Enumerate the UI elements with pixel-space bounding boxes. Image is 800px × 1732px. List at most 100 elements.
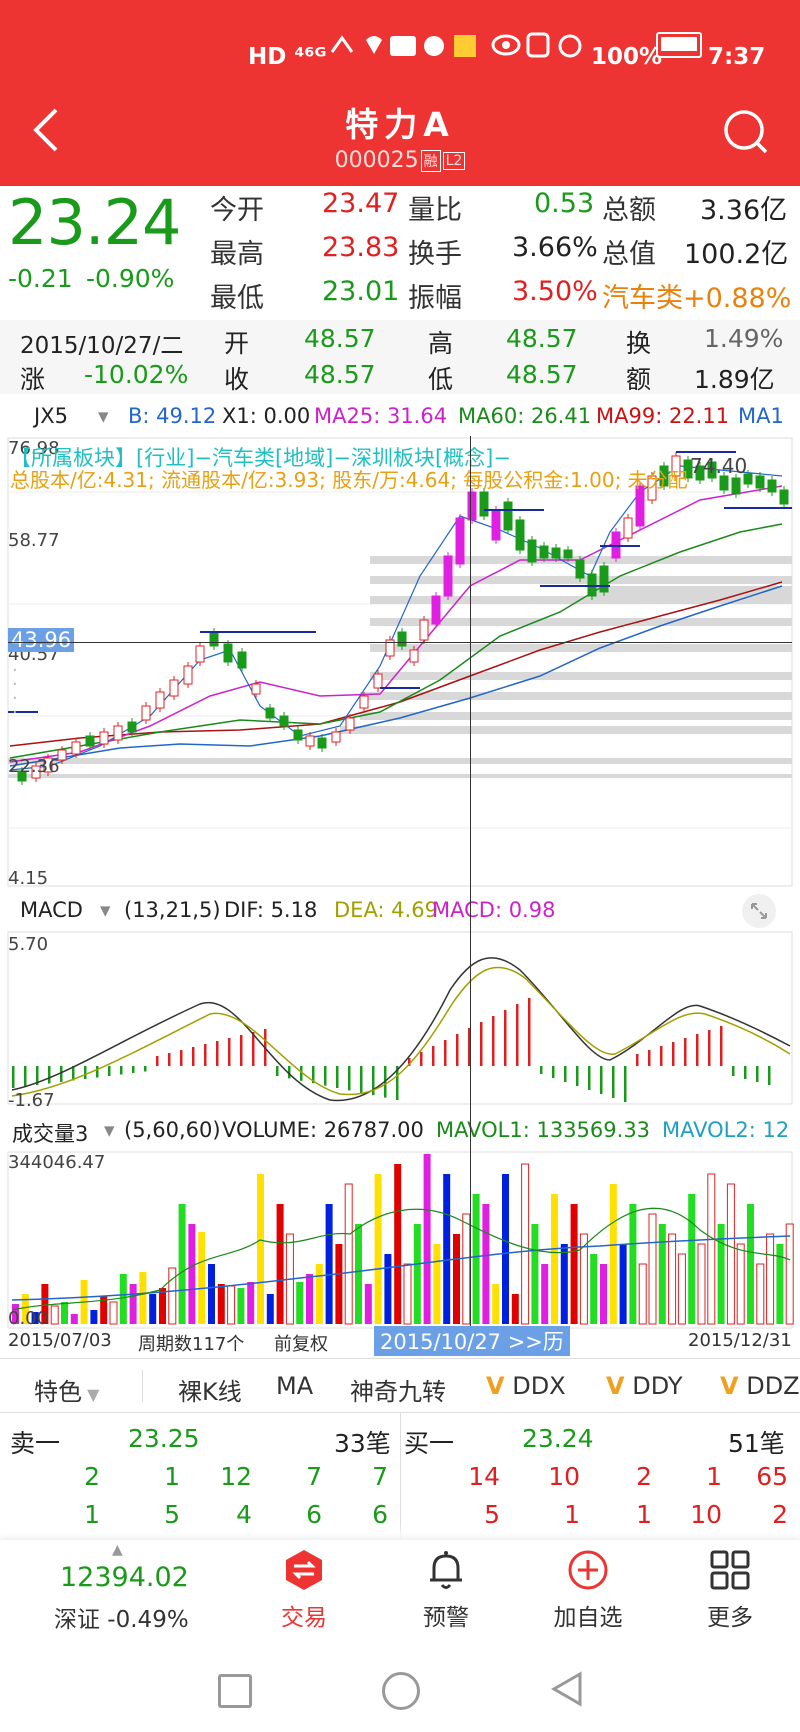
macd-bar-negative (12, 1066, 15, 1088)
macd-bar-positive (432, 1046, 435, 1066)
vip-icon: V (606, 1372, 625, 1400)
back-arrow-icon[interactable] (26, 104, 66, 156)
volume-bar (355, 1224, 362, 1324)
volume-name[interactable]: 成交量3 (12, 1122, 89, 1146)
candle-body (71, 741, 81, 755)
tab-ma[interactable]: MA (276, 1372, 314, 1400)
cursor-date[interactable]: 2015/10/27 >>历 (374, 1326, 570, 1356)
day-amt: 1.89亿 (694, 365, 775, 394)
ma-line-green (9, 523, 783, 759)
kline-indicator[interactable]: JX5 (34, 404, 68, 428)
recents-square-icon[interactable] (218, 1674, 252, 1708)
chevron-down-icon[interactable]: ▾ (104, 1118, 115, 1142)
macd-bar-negative (564, 1066, 567, 1082)
ratio-label: 量比 (408, 195, 462, 226)
search-icon[interactable] (722, 108, 770, 156)
macd-chart[interactable] (0, 930, 800, 1106)
volume-bar (208, 1264, 215, 1324)
volume-bar (129, 1284, 137, 1324)
sell-volume: 7 (372, 1462, 388, 1491)
add-circle-icon[interactable] (566, 1548, 610, 1592)
volume-bar (688, 1194, 696, 1324)
volume-bar (70, 1314, 78, 1324)
support-band (8, 758, 792, 764)
adjust-mode[interactable]: 前复权 (274, 1334, 328, 1355)
support-band (340, 726, 792, 734)
tab-ddx[interactable]: V DDX (486, 1372, 566, 1400)
candle-body (671, 455, 681, 477)
candle-body (155, 691, 165, 709)
macd-bar-negative (276, 1066, 279, 1076)
grid-icon[interactable] (708, 1548, 752, 1592)
chevron-down-icon[interactable]: ▾ (98, 404, 109, 428)
mavol1: MAVOL1: 133569.33 (436, 1118, 651, 1142)
sector-change[interactable]: 汽车类+0.88% (602, 283, 792, 314)
nav-alert[interactable]: 预警 (423, 1605, 469, 1631)
volume-bar (12, 1304, 19, 1324)
nav-watchlist[interactable]: 加自选 (553, 1605, 623, 1631)
sell1-price: 23.25 (128, 1424, 200, 1453)
index-value[interactable]: 12394.02 (60, 1562, 189, 1593)
nav-more[interactable]: 更多 (707, 1605, 753, 1631)
macd-name[interactable]: MACD (20, 898, 83, 922)
macd-bar-negative (624, 1066, 627, 1102)
volume-chart[interactable] (0, 1150, 800, 1330)
volume-bar (726, 1183, 735, 1325)
bell-icon[interactable] (424, 1548, 468, 1592)
sell-volume: 5 (164, 1500, 180, 1529)
candle-body (599, 565, 609, 593)
macd-bar-negative (372, 1066, 375, 1096)
candle-body (345, 717, 355, 731)
candle-body (31, 765, 41, 779)
macd-bar-positive (204, 1044, 207, 1066)
macd-bar-negative (96, 1066, 99, 1078)
tab-ddy[interactable]: V DDY (606, 1372, 683, 1400)
volume-bar (325, 1204, 333, 1324)
volume-bar (531, 1224, 539, 1324)
buy1-count: 51笔 (728, 1429, 785, 1458)
sell-volume: 6 (372, 1500, 388, 1529)
back-triangle-icon[interactable] (548, 1670, 584, 1708)
current-price: 23.24 (8, 186, 181, 259)
support-band (360, 712, 792, 720)
home-circle-icon[interactable] (382, 1672, 420, 1710)
nav-trade[interactable]: 交易 (281, 1605, 327, 1631)
tab-featured[interactable]: 特色 ▼ (34, 1372, 99, 1407)
tab-magic-nine[interactable]: 神奇九转 (350, 1378, 446, 1406)
drag-handle-icon[interactable]: · · · · (12, 660, 18, 723)
sell1-label: 卖一 (10, 1429, 61, 1458)
candle-body (113, 725, 123, 741)
macd-bar-positive (516, 1004, 519, 1066)
volume-bar (266, 1294, 274, 1324)
kline-peak-label: 74.40 (690, 454, 748, 478)
sell-volume: 2 (84, 1462, 100, 1491)
legend-x1: X1: 0.00 (222, 404, 311, 428)
expand-icon[interactable] (742, 894, 776, 928)
battery-icon (656, 32, 702, 58)
chevron-down-icon[interactable]: ▾ (100, 898, 111, 922)
macd-bar-negative (144, 1066, 147, 1072)
mavol2: MAVOL2: 12 (662, 1118, 790, 1142)
kline-share-info: 总股本/亿:4.31; 流通股本/亿:3.93; 股东/万:4.64; 每股公积… (10, 468, 688, 492)
kline-chart[interactable] (0, 436, 800, 890)
candle-body (317, 737, 327, 749)
volume-bar (551, 1194, 558, 1324)
candle-body (467, 491, 477, 521)
volume-bar (629, 1204, 637, 1324)
tab-naked-kline[interactable]: 裸K线 (178, 1378, 242, 1406)
macd-bar-positive (228, 1038, 231, 1066)
macd-bar-negative (396, 1066, 399, 1100)
macd-bar-negative (72, 1066, 75, 1081)
candle-body (237, 651, 247, 669)
trade-icon[interactable] (282, 1548, 326, 1592)
high-label: 最高 (210, 239, 264, 270)
index-name[interactable]: 深证 -0.49% (54, 1607, 189, 1633)
candle-body (515, 519, 525, 551)
day-close-label: 收 (224, 365, 250, 394)
tab-ddz[interactable]: V DDZ (720, 1372, 800, 1400)
volume-bar (90, 1310, 98, 1324)
orderbook-fade (0, 1524, 800, 1540)
candle-body (503, 501, 513, 531)
volume-bar (21, 1294, 29, 1324)
volume-bar (61, 1302, 68, 1324)
